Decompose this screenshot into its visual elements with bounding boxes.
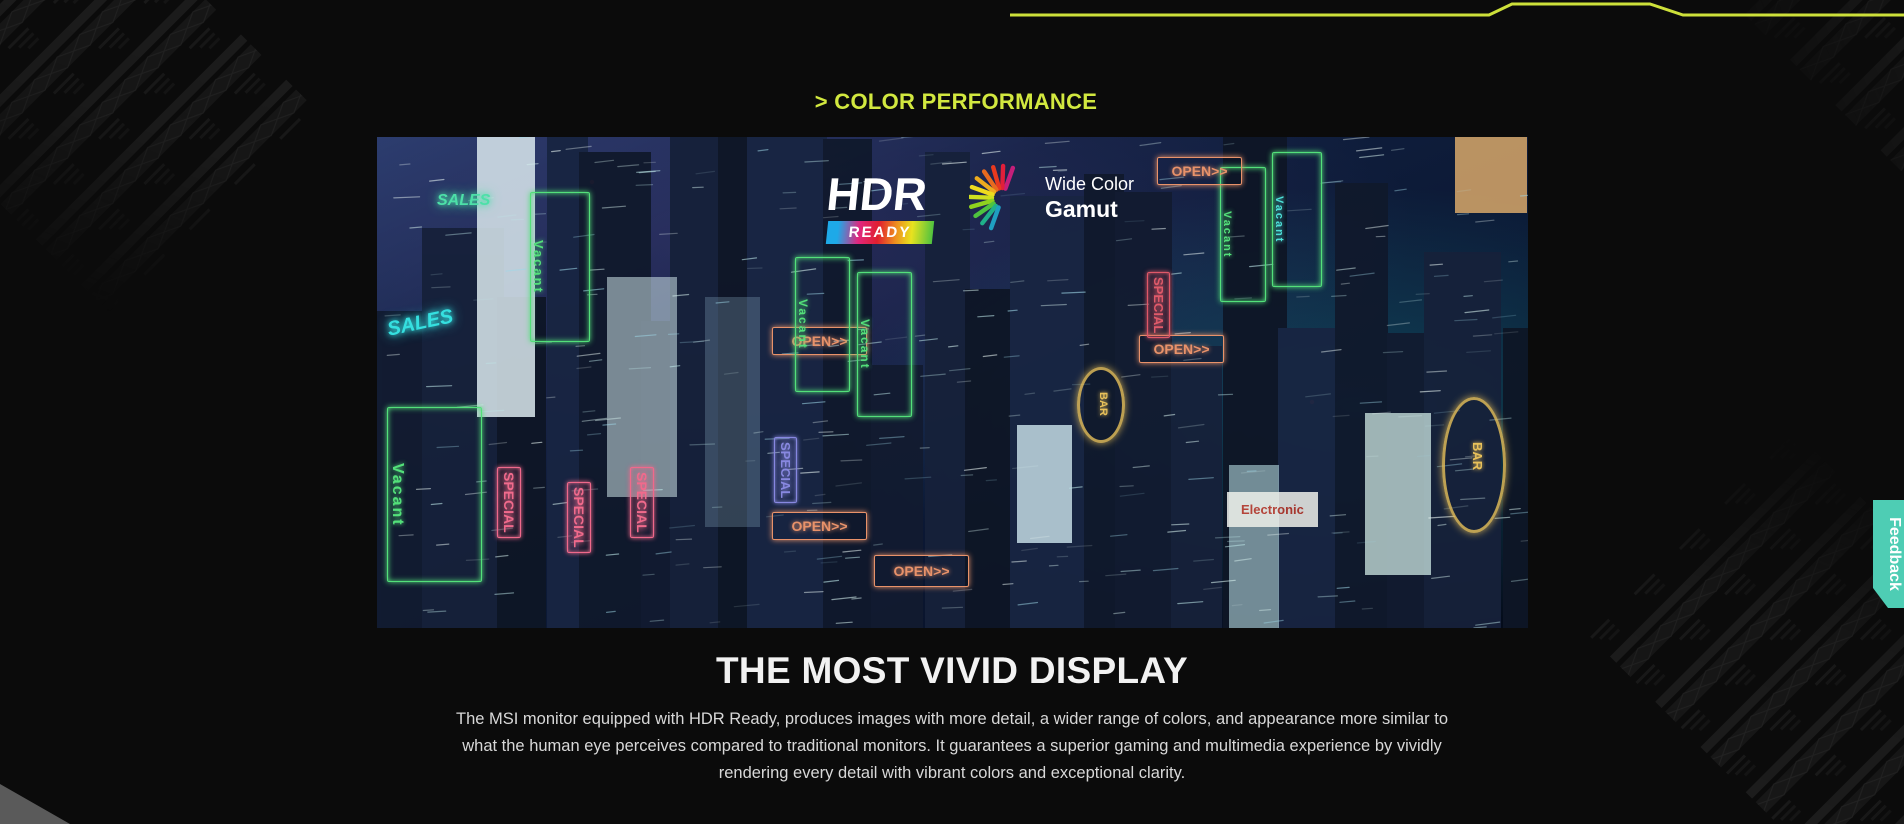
svg-text:Feedback: Feedback: [1886, 517, 1903, 591]
